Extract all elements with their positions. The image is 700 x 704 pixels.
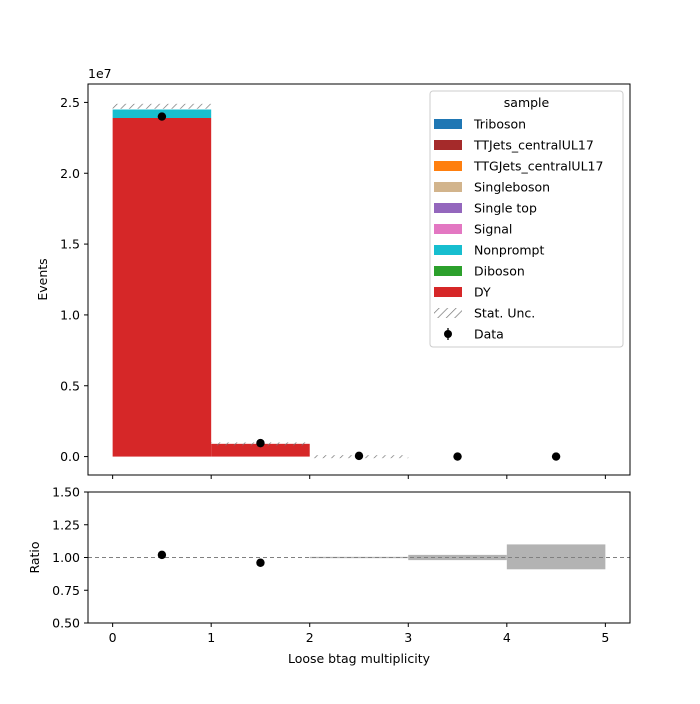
y-offset-text: 1e7 [88, 66, 112, 81]
legend-swatch-nonprompt [434, 245, 462, 255]
ratio-unc-band-bin-3 [408, 554, 507, 561]
legend-swatch-ttjets-centralul17 [434, 140, 462, 150]
main-ytick-label: 0.5 [60, 378, 80, 393]
ratio-point [157, 550, 167, 560]
legend-label: TTJets_centralUL17 [473, 138, 594, 153]
legend-label: Stat. Unc. [474, 306, 535, 321]
legend-box [429, 90, 624, 348]
x-axis-label: Loose btag multiplicity [288, 651, 431, 666]
ratio-xtick-label: 1 [207, 630, 215, 645]
data-point [157, 112, 167, 121]
bar-dy-bin-0 [112, 118, 212, 457]
data-point [551, 452, 561, 461]
ratio-ytick-label: 1.50 [52, 485, 80, 500]
ratio-ytick-label: 0.50 [52, 616, 80, 631]
legend-label: DY [474, 285, 491, 300]
bar-dy-bin-1 [211, 443, 310, 457]
legend-label: Singleboson [474, 180, 550, 195]
ratio-point [256, 558, 265, 567]
legend-label: Data [474, 327, 504, 342]
ratio-ytick-label: 1.25 [52, 517, 80, 532]
legend-swatch-singleboson [434, 182, 462, 192]
legend-label: Signal [474, 222, 512, 237]
data-point [256, 438, 265, 448]
legend-label: Nonprompt [474, 243, 544, 258]
legend-swatch-single-top [434, 203, 462, 213]
legend-label: Diboson [474, 264, 525, 279]
main-ytick-label: 1.5 [60, 237, 80, 252]
main-ytick-label: 2.5 [60, 95, 80, 110]
legend-swatch-triboson [434, 119, 462, 129]
ratio-unc-band-bin-4 [506, 544, 606, 570]
main-ytick-label: 0.0 [60, 449, 80, 464]
ratio-xtick-label: 4 [503, 630, 511, 645]
main-axes-frame [87, 83, 631, 476]
ratio-xtick-label: 5 [601, 630, 609, 645]
main-panel: 0.0 0.5 1.0 1.5 2.0 2.5 1e7 Events sample Triboso… [35, 66, 631, 479]
main-ytick-label: 1.0 [60, 307, 80, 322]
legend-swatch-ttgjets-centralul17 [434, 161, 462, 171]
legend-swatch-signal [434, 224, 462, 234]
ratio-ytick-label: 1.00 [52, 550, 80, 565]
legend-label: Triboson [473, 117, 526, 132]
main-ylabel: Events [35, 258, 50, 300]
legend-label: Single top [474, 201, 537, 216]
ratio-ytick-label: 0.75 [52, 583, 80, 598]
ratio-xtick-label: 0 [109, 630, 117, 645]
legend-swatch-data [444, 330, 452, 338]
ratio-xtick-label: 3 [404, 630, 412, 645]
legend-swatch-dy [434, 287, 462, 297]
stat-unc-hatch-bin-0 [112, 103, 212, 109]
ratio-unc-band-bin-2 [309, 556, 409, 559]
legend-swatch-stat-unc [434, 308, 462, 318]
data-point [354, 451, 364, 461]
legend: sample Triboson TTJets_centralUL17 TTGJets_… [429, 90, 624, 348]
ratio-ylabel: Ratio [27, 541, 42, 573]
legend-title: sample [504, 95, 550, 110]
ratio-xtick-label: 2 [306, 630, 314, 645]
data-point [453, 452, 462, 461]
legend-swatch-diboson [434, 266, 462, 276]
ratio-panel: 0.50 0.75 1.00 1.25 1.50 0 1 2 3 4 5 Ratio Loose bta… [27, 485, 631, 666]
legend-label: TTGJets_centralUL17 [473, 159, 603, 174]
main-ytick-label: 2.0 [60, 166, 80, 181]
